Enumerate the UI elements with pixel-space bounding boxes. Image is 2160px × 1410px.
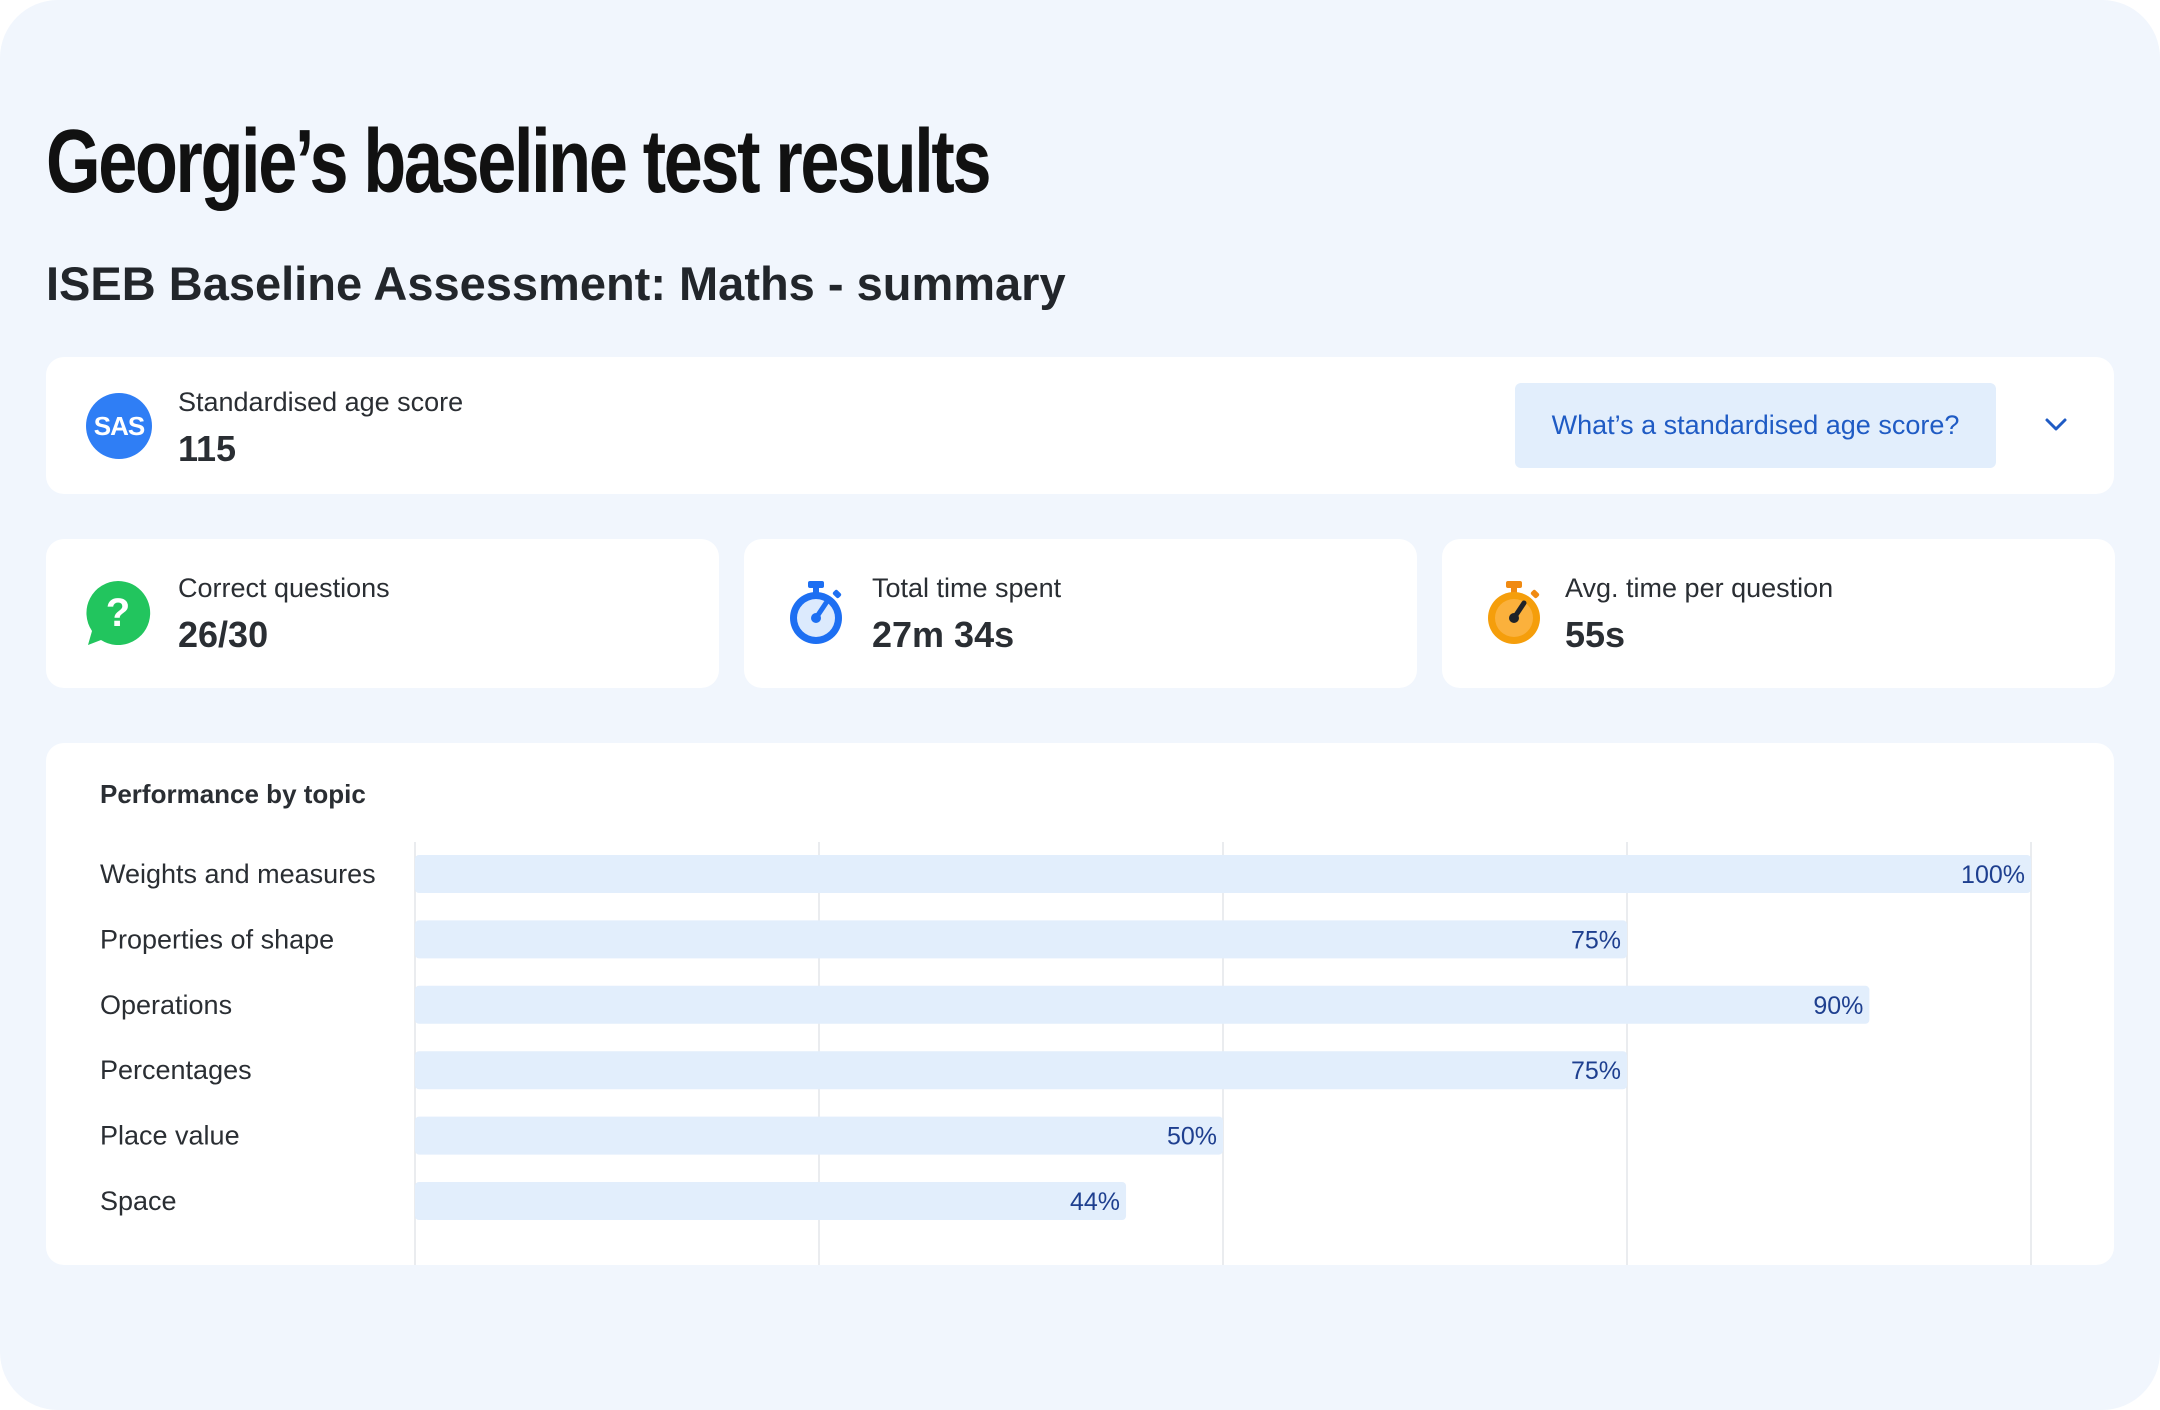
category-label: Percentages xyxy=(100,1055,252,1085)
bar-value-label: 100% xyxy=(1961,861,2025,889)
stat-label: Correct questions xyxy=(178,573,390,603)
chevron-down-icon[interactable] xyxy=(2038,407,2074,443)
category-label: Properties of shape xyxy=(100,924,334,954)
bar-value-label: 50% xyxy=(1167,1123,1217,1151)
category-label: Operations xyxy=(100,990,232,1020)
page-subtitle: ISEB Baseline Assessment: Maths - summar… xyxy=(46,257,1066,310)
sas-help-button[interactable]: What’s a standardised age score? xyxy=(1515,383,1996,468)
bar xyxy=(415,1051,1627,1090)
svg-text:?: ? xyxy=(106,591,130,635)
performance-bar-chart: Weights and measures 100% Properties of sh… xyxy=(100,842,2032,1265)
performance-chart-card: Performance by topic Weights and measure… xyxy=(46,743,2114,1265)
sas-card: SAS Standardised age score 115 What’s a … xyxy=(46,357,2114,494)
bar xyxy=(415,1182,1127,1220)
sas-label: Standardised age score xyxy=(178,387,464,417)
stat-value: 55s xyxy=(1565,614,1626,655)
stopwatch-icon xyxy=(790,581,842,644)
question-bubble-icon: ? xyxy=(86,580,151,645)
category-label: Space xyxy=(100,1186,177,1216)
bar xyxy=(415,985,1870,1024)
bar-value-label: 75% xyxy=(1571,1057,1621,1085)
stat-value: 27m 34s xyxy=(872,614,1015,655)
total-time-card: Total time spent 27m 34s xyxy=(744,539,1417,688)
stopwatch-icon xyxy=(1488,581,1540,644)
sas-badge-icon: SAS xyxy=(86,393,152,459)
bar-value-label: 75% xyxy=(1571,926,1621,954)
stat-label: Total time spent xyxy=(872,573,1062,603)
category-label: Place value xyxy=(100,1121,240,1151)
correct-questions-card: ? Correct questions 26/30 xyxy=(46,539,719,688)
page-title: Georgie’s baseline test results xyxy=(46,112,992,212)
bar-value-label: 44% xyxy=(1070,1188,1120,1216)
stat-value: 26/30 xyxy=(178,614,269,655)
sas-value: 115 xyxy=(178,428,237,469)
bar xyxy=(415,1116,1223,1155)
chart-title: Performance by topic xyxy=(100,779,366,809)
category-label: Weights and measures xyxy=(100,859,376,889)
bar-value-label: 90% xyxy=(1813,992,1863,1020)
stat-label: Avg. time per question xyxy=(1565,573,1834,603)
avg-time-card: Avg. time per question 55s xyxy=(1442,539,2115,688)
bar xyxy=(415,855,2031,893)
bar xyxy=(415,920,1627,959)
